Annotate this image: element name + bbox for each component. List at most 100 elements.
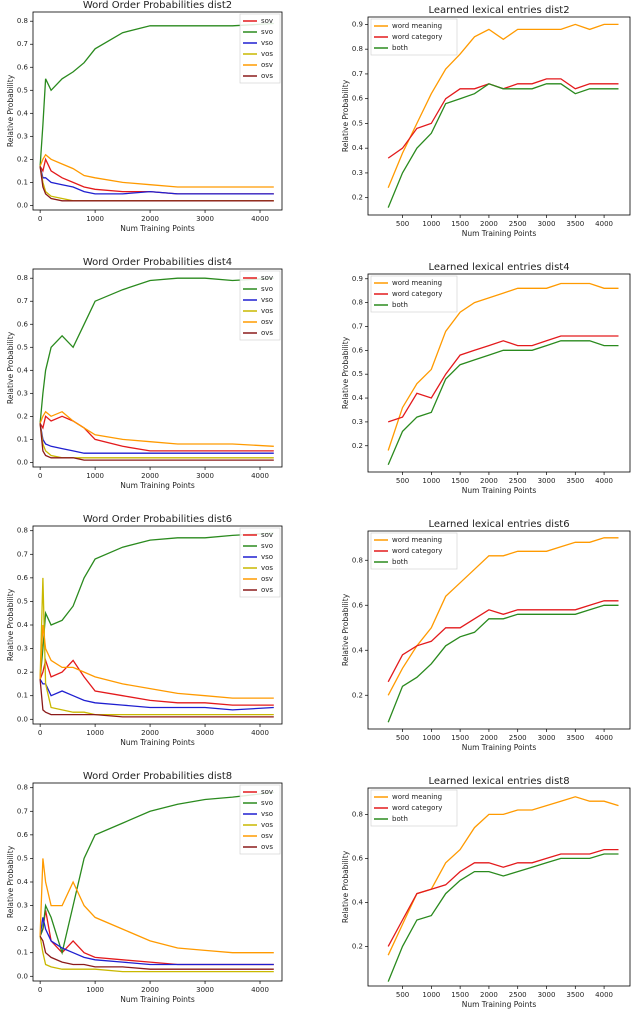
legend-frame xyxy=(239,270,281,341)
y-tick-label: 0.2 xyxy=(352,691,363,699)
plot-frame xyxy=(367,787,631,987)
x-tick-label: 3000 xyxy=(196,729,214,737)
x-tick-label: 4000 xyxy=(595,991,613,999)
series-line xyxy=(39,277,274,424)
chart-title: Word Order Probabilities dist6 xyxy=(83,514,232,525)
legend-label: vso xyxy=(261,810,273,818)
x-tick-label: 2500 xyxy=(509,220,527,228)
legend-label: vos xyxy=(261,50,273,58)
y-tick-label: 0.1 xyxy=(17,435,28,443)
x-tick-label: 3500 xyxy=(566,477,584,485)
chart-title: Word Order Probabilities dist4 xyxy=(83,257,232,268)
y-tick-label: 0.8 xyxy=(17,17,28,25)
legend-frame xyxy=(239,784,281,855)
legend-frame xyxy=(239,527,281,598)
y-tick-label: 0.6 xyxy=(17,320,29,328)
x-tick-label: 4000 xyxy=(251,986,269,994)
x-tick-label: 1500 xyxy=(451,734,469,742)
x-tick-label: 1000 xyxy=(86,215,104,223)
x-tick-label: 1000 xyxy=(422,477,440,485)
y-tick-label: 0.3 xyxy=(17,132,28,140)
series-line xyxy=(39,410,274,447)
x-tick-label: 3000 xyxy=(538,734,556,742)
x-tick-label: 2000 xyxy=(141,729,159,737)
y-tick-label: 0.5 xyxy=(17,597,28,605)
series-line xyxy=(387,848,619,947)
y-tick-label: 0.6 xyxy=(352,346,364,354)
legend-label: sov xyxy=(261,274,273,282)
x-tick-label: 1500 xyxy=(451,220,469,228)
x-tick-label: 4000 xyxy=(595,477,613,485)
legend-label: sov xyxy=(261,531,273,539)
y-tick-label: 0.2 xyxy=(17,925,28,933)
plot-frame xyxy=(32,11,283,211)
series-line xyxy=(387,537,619,696)
legend-frame xyxy=(370,18,458,56)
x-axis-label: Num Training Points xyxy=(462,1000,537,1009)
series-line xyxy=(39,910,274,966)
y-axis-label: Relative Probability xyxy=(341,850,350,923)
plot-frame xyxy=(367,530,631,730)
y-tick-label: 0.5 xyxy=(352,119,363,127)
series-line xyxy=(39,917,274,966)
y-axis-label: Relative Probability xyxy=(341,336,350,409)
y-tick-label: 0.8 xyxy=(352,810,363,818)
x-tick-label: 2000 xyxy=(480,734,498,742)
legend-label: word category xyxy=(392,804,442,812)
legend-label: svo xyxy=(261,799,273,807)
series-line xyxy=(39,858,274,954)
x-axis-label: Num Training Points xyxy=(120,995,195,1004)
series-line xyxy=(39,935,274,970)
legend-label: both xyxy=(392,301,408,309)
legend-label: vos xyxy=(261,564,273,572)
y-tick-label: 0.5 xyxy=(17,343,28,351)
y-tick-label: 0.2 xyxy=(352,942,363,950)
chart-title: Learned lexical entries dist2 xyxy=(428,5,569,16)
x-tick-label: 1000 xyxy=(422,220,440,228)
y-tick-label: 0.5 xyxy=(17,86,28,94)
x-axis-label: Num Training Points xyxy=(462,229,537,238)
legend-label: both xyxy=(392,815,408,823)
y-tick-label: 0.9 xyxy=(352,20,363,28)
plot-frame xyxy=(367,273,631,473)
plot-frame xyxy=(32,525,283,725)
series-line xyxy=(387,340,619,466)
y-tick-label: 0.4 xyxy=(352,144,364,152)
x-tick-label: 2500 xyxy=(509,991,527,999)
x-tick-label: 2500 xyxy=(509,734,527,742)
x-tick-label: 3000 xyxy=(538,220,556,228)
y-tick-label: 0.8 xyxy=(17,274,28,282)
x-axis-label: Num Training Points xyxy=(120,224,195,233)
legend-label: vso xyxy=(261,296,273,304)
legend-label: svo xyxy=(261,285,273,293)
y-tick-label: 0.7 xyxy=(352,70,363,78)
y-tick-label: 0.7 xyxy=(17,40,28,48)
chart-title: Learned lexical entries dist4 xyxy=(428,262,569,273)
x-tick-label: 2000 xyxy=(141,986,159,994)
series-line xyxy=(39,624,274,699)
y-tick-label: 0.9 xyxy=(352,275,363,283)
y-tick-label: 0.2 xyxy=(17,668,28,676)
plot-frame xyxy=(32,268,283,468)
legend-label: svo xyxy=(261,542,273,550)
series-line xyxy=(39,157,274,195)
y-tick-label: 0.5 xyxy=(352,370,363,378)
series-line xyxy=(39,423,274,461)
y-tick-label: 0.7 xyxy=(352,322,363,330)
y-tick-label: 0.0 xyxy=(17,201,28,209)
y-tick-label: 0.2 xyxy=(17,412,28,420)
plot-frame xyxy=(367,16,631,216)
legend-label: sov xyxy=(261,788,273,796)
series-line xyxy=(39,679,274,718)
y-tick-label: 0.3 xyxy=(17,389,28,397)
y-tick-label: 0.8 xyxy=(352,45,363,53)
y-tick-label: 0.5 xyxy=(17,854,28,862)
series-line xyxy=(39,577,274,716)
x-tick-label: 3500 xyxy=(566,991,584,999)
y-tick-label: 0.7 xyxy=(17,297,28,305)
y-axis-label: Relative Probability xyxy=(6,74,15,147)
x-tick-label: 500 xyxy=(396,991,409,999)
legend-label: ovs xyxy=(261,843,273,851)
y-tick-label: 0.6 xyxy=(17,831,29,839)
